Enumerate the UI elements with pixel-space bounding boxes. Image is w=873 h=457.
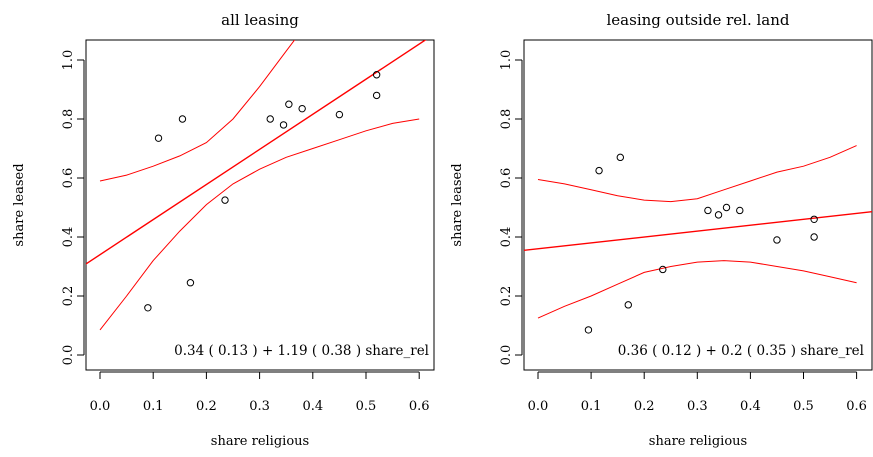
y-axis: 0.0 0.2 0.4 0.6 0.8 1.0 bbox=[61, 50, 85, 366]
plot-area bbox=[86, 40, 427, 331]
x-tick-label: 0.1 bbox=[581, 399, 602, 414]
y-tick-label: 0.8 bbox=[61, 109, 76, 130]
y-tick-label: 0.6 bbox=[61, 168, 76, 189]
fit-equation: 0.36 ( 0.12 ) + 0.2 ( 0.35 ) share_rel bbox=[618, 343, 864, 359]
x-tick-label: 0.1 bbox=[143, 399, 164, 414]
x-tick-label: 0.0 bbox=[90, 399, 111, 414]
x-axis-label: share religious bbox=[649, 434, 747, 449]
data-point bbox=[584, 326, 593, 334]
x-tick-label: 0.6 bbox=[409, 399, 430, 414]
data-point bbox=[186, 279, 195, 287]
data-point bbox=[704, 206, 712, 215]
x-axis: 0.0 0.1 0.2 0.3 0.4 0.5 0.6 bbox=[90, 371, 430, 414]
data-point bbox=[372, 91, 381, 100]
x-tick-label: 0.0 bbox=[528, 399, 549, 414]
data-point bbox=[178, 115, 187, 123]
y-axis: 0.0 0.2 0.4 0.6 0.8 1.0 bbox=[499, 50, 523, 366]
x-tick-label: 0.6 bbox=[846, 399, 867, 414]
data-point bbox=[659, 265, 667, 274]
data-point bbox=[279, 121, 288, 129]
y-tick-label: 0.0 bbox=[499, 345, 514, 366]
y-tick-label: 0.4 bbox=[499, 227, 514, 248]
data-point bbox=[810, 233, 818, 241]
x-tick-label: 0.4 bbox=[740, 399, 761, 414]
plot-title: leasing outside rel. land bbox=[607, 11, 790, 29]
fit-line bbox=[524, 210, 872, 252]
y-axis-label: share leased bbox=[450, 163, 465, 246]
x-tick-label: 0.3 bbox=[687, 399, 708, 414]
plot-area bbox=[524, 145, 872, 334]
plot-frame bbox=[85, 39, 435, 371]
x-tick-label: 0.3 bbox=[249, 399, 270, 414]
x-tick-label: 0.4 bbox=[302, 399, 323, 414]
data-point bbox=[624, 301, 632, 309]
y-tick-label: 0.2 bbox=[499, 286, 514, 307]
data-point bbox=[266, 115, 274, 123]
x-tick-label: 0.2 bbox=[196, 399, 217, 414]
plot-frame bbox=[523, 39, 873, 371]
ci-upper-line bbox=[537, 145, 857, 203]
ci-upper-line bbox=[99, 40, 296, 182]
data-point bbox=[616, 153, 625, 162]
data-point bbox=[144, 304, 152, 312]
data-point bbox=[714, 211, 723, 219]
panel-all-leasing: all leasing 0.0 0.1 0.2 0.3 0.4 0.5 0.6 0.0 0.2… bbox=[12, 11, 435, 449]
x-axis: 0.0 0.1 0.2 0.3 0.4 0.5 0.6 bbox=[528, 371, 867, 414]
fit-equation: 0.34 ( 0.13 ) + 1.19 ( 0.38 ) share_rel bbox=[174, 343, 429, 359]
plot-title: all leasing bbox=[221, 11, 299, 29]
fit-line bbox=[86, 40, 427, 265]
x-tick-label: 0.5 bbox=[356, 399, 377, 414]
data-point bbox=[221, 196, 229, 204]
y-axis-label: share leased bbox=[12, 163, 27, 246]
y-tick-label: 0.2 bbox=[61, 286, 76, 307]
x-tick-label: 0.5 bbox=[793, 399, 814, 414]
y-tick-label: 1.0 bbox=[61, 50, 76, 71]
data-point bbox=[722, 203, 731, 212]
data-point bbox=[154, 134, 163, 142]
data-point bbox=[285, 100, 293, 108]
y-tick-label: 1.0 bbox=[499, 50, 514, 71]
data-point bbox=[736, 206, 744, 215]
x-axis-label: share religious bbox=[211, 434, 309, 449]
data-point bbox=[595, 166, 603, 175]
y-tick-label: 0.6 bbox=[499, 168, 514, 189]
data-point bbox=[810, 215, 818, 224]
y-tick-label: 0.4 bbox=[61, 227, 76, 248]
data-point bbox=[372, 71, 381, 79]
ci-lower-line bbox=[99, 118, 420, 331]
panel-leasing-outside-rel-land: leasing outside rel. land 0.0 0.1 0.2 0.3 0.… bbox=[450, 11, 873, 449]
y-tick-label: 0.0 bbox=[61, 345, 76, 366]
data-point bbox=[298, 104, 306, 113]
ci-lower-line bbox=[537, 260, 857, 319]
data-point bbox=[335, 110, 344, 119]
x-tick-label: 0.2 bbox=[634, 399, 655, 414]
data-point bbox=[773, 236, 781, 244]
y-tick-label: 0.8 bbox=[499, 109, 514, 130]
